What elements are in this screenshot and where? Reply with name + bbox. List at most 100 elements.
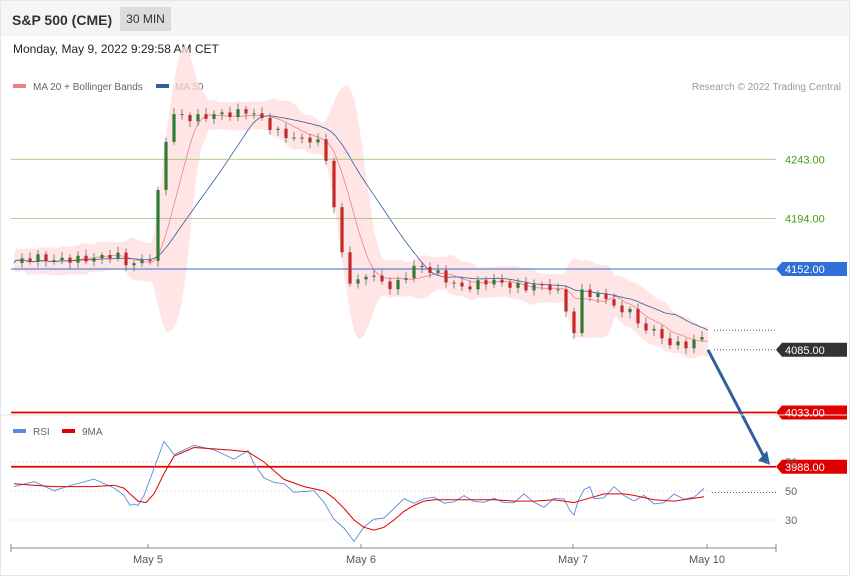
candle-body: [452, 282, 456, 284]
x-axis: May 5 May 6 May 7 May 10: [10, 544, 777, 566]
candle-body: [108, 255, 112, 259]
legend-swatch-ma50: [156, 84, 169, 88]
candle-body: [644, 323, 648, 331]
candle-body: [340, 207, 344, 253]
candle-body: [300, 137, 304, 139]
candle-body: [428, 267, 432, 273]
candle-body: [276, 128, 280, 130]
level-current-3-label: 4085.00: [785, 345, 825, 357]
candle-body: [444, 270, 448, 283]
candle-body: [84, 255, 88, 262]
level-labels: 4243.00 4194.00 4152.00 4085.00 4033.00 3988.…: [776, 154, 847, 474]
bollinger-band-fill: [14, 45, 708, 359]
candle-body: [604, 293, 608, 300]
candle-body: [364, 276, 368, 280]
candle-body: [460, 282, 464, 287]
candle-body: [332, 160, 336, 208]
candle-body: [492, 279, 496, 285]
level-pivot-2-tag: [776, 262, 847, 276]
candle-body: [92, 258, 96, 262]
rsi-series-rsi: [13, 440, 705, 543]
candle-body: [692, 339, 696, 349]
level-resistance-0-label: 4243.00: [785, 154, 825, 166]
candle-body: [556, 289, 560, 291]
candle-body: [316, 139, 320, 143]
candle-body: [524, 282, 528, 291]
candle-body: [196, 114, 200, 122]
candle-body: [516, 282, 520, 288]
rsi-lines: [13, 440, 776, 543]
candle-body: [60, 257, 64, 260]
candle-body: [564, 289, 568, 312]
candle-body: [148, 260, 152, 262]
candle-body: [212, 114, 216, 119]
bollinger-band: [14, 45, 708, 359]
candle-body: [700, 337, 704, 340]
chart-datetime: Monday, May 9, 2022 9:29:58 AM CET: [13, 42, 219, 56]
candle-body: [388, 281, 392, 290]
candle-body: [172, 114, 176, 142]
price-levels: [11, 158, 776, 468]
projection-arrow-shaft: [706, 349, 767, 460]
rsi-tick-30: 30: [785, 515, 797, 527]
candle-body: [508, 282, 512, 288]
legend-label-9ma: 9MA: [82, 427, 103, 438]
rsi-tick-50: 50: [785, 486, 797, 498]
level-support-4-tag: [776, 405, 847, 420]
candle-body: [308, 137, 312, 143]
research-credit: Research © 2022 Trading Central: [692, 82, 841, 93]
candle-body: [292, 137, 296, 139]
candle-body: [396, 279, 400, 290]
legend-label-rsi: RSI: [33, 427, 50, 438]
candle-body: [636, 309, 640, 324]
level-resistance-1-label: 4194.00: [785, 213, 825, 225]
candle-body: [76, 255, 80, 263]
candle-body: [668, 338, 672, 346]
candle-body: [236, 109, 240, 117]
candle-body: [572, 311, 576, 334]
ma20-line: [13, 114, 709, 342]
candle-body: [380, 275, 384, 282]
level-support-4-label: 4033.00: [785, 408, 825, 420]
candle-body: [68, 257, 72, 263]
candle-body: [220, 112, 224, 115]
rsi-legend: RSI 9MA: [13, 427, 103, 438]
candle-body: [548, 284, 552, 291]
candle-body: [612, 299, 616, 306]
candle-body: [260, 113, 264, 118]
rsi-gridlines: 70 50 30: [11, 457, 797, 527]
rsi-tick-70: 70: [785, 457, 797, 469]
candle-body: [52, 260, 56, 261]
legend-swatch-rsi: [13, 429, 26, 433]
candle-body: [132, 263, 136, 266]
candle-body: [580, 289, 584, 334]
candle-body: [500, 279, 504, 283]
candle-body: [204, 114, 208, 119]
projection-arrow-head: [758, 450, 770, 465]
candle-body: [684, 341, 688, 349]
candle-body: [284, 128, 288, 139]
candle-body: [588, 289, 592, 298]
candle-body: [156, 190, 160, 261]
level-pivot-2-label: 4152.00: [785, 264, 825, 276]
candle-body: [20, 258, 24, 263]
candle-body: [412, 265, 416, 279]
x-tick-label-2: May 7: [558, 554, 588, 566]
candle-body: [484, 280, 488, 285]
timeframe-badge[interactable]: 30 MIN: [120, 7, 171, 31]
header-bar: S&P 500 (CME) 30 MIN: [1, 1, 849, 36]
x-tick-label-3: May 10: [689, 554, 725, 566]
candle-body: [476, 280, 480, 290]
ma50-line: [13, 115, 709, 331]
candle-body: [44, 254, 48, 261]
candle-body: [188, 115, 192, 122]
candle-body: [228, 112, 232, 117]
candle-body: [652, 328, 656, 331]
candle-body: [420, 265, 424, 267]
candle-body: [324, 139, 328, 161]
rsi-series-9ma: [13, 446, 705, 531]
level-support-5-tag: [776, 459, 847, 474]
level-support-5-label: 3988.00: [785, 462, 825, 474]
x-tick-label-0: May 5: [133, 554, 163, 566]
